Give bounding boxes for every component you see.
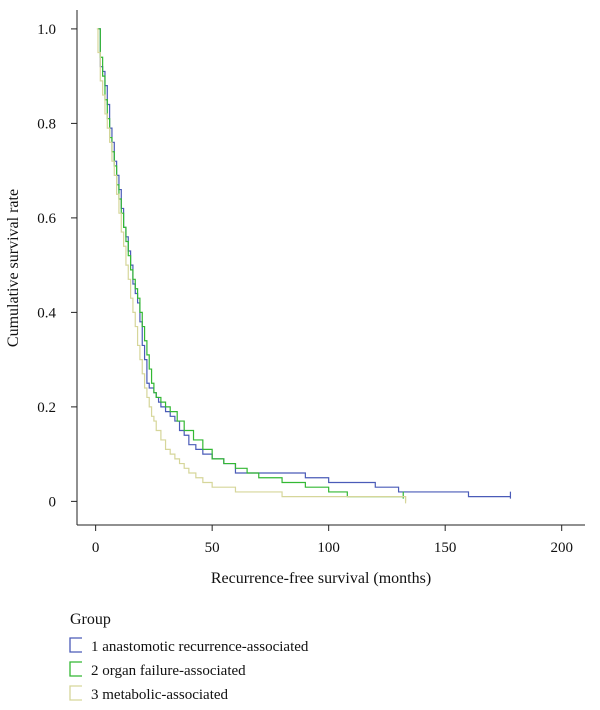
legend-label-series-3: 3 metabolic-associated xyxy=(91,687,229,703)
legend-label-series-2: 2 organ failure-associated xyxy=(91,663,246,679)
legend-label-series-1: 1 anastomotic recurrence-associated xyxy=(91,639,309,655)
x-tick-label: 50 xyxy=(205,540,220,556)
survival-curve-series-2 xyxy=(97,28,404,498)
survival-curves xyxy=(96,28,512,504)
x-tick-label: 150 xyxy=(434,540,457,556)
survival-curve-series-1 xyxy=(97,28,511,498)
x-tick-label: 200 xyxy=(550,540,573,556)
x-tick-label: 100 xyxy=(317,540,340,556)
legend: Group 1 anastomotic recurrence-associate… xyxy=(69,611,309,703)
legend-key-series-1 xyxy=(69,637,82,653)
y-tick-label: 0.8 xyxy=(37,116,56,132)
y-axis-title: Cumulative survival rate xyxy=(5,189,22,347)
x-tick-label: 0 xyxy=(92,540,100,556)
legend-key-series-2 xyxy=(69,661,82,677)
plot-frame xyxy=(76,10,585,526)
y-tick-label: 0 xyxy=(49,494,57,510)
x-axis-ticks: 0 50 100 150 200 xyxy=(92,525,573,556)
y-tick-label: 0.2 xyxy=(37,400,56,416)
legend-title: Group xyxy=(70,611,111,628)
legend-key-series-3 xyxy=(69,685,82,701)
y-axis-ticks: 0 0.2 0.4 0.6 0.8 1.0 xyxy=(37,22,77,510)
y-tick-label: 1.0 xyxy=(37,22,56,38)
survival-curve-series-3 xyxy=(96,28,407,502)
y-tick-label: 0.6 xyxy=(37,211,56,227)
x-axis-title: Recurrence-free survival (months) xyxy=(211,570,431,587)
y-tick-label: 0.4 xyxy=(37,305,56,321)
